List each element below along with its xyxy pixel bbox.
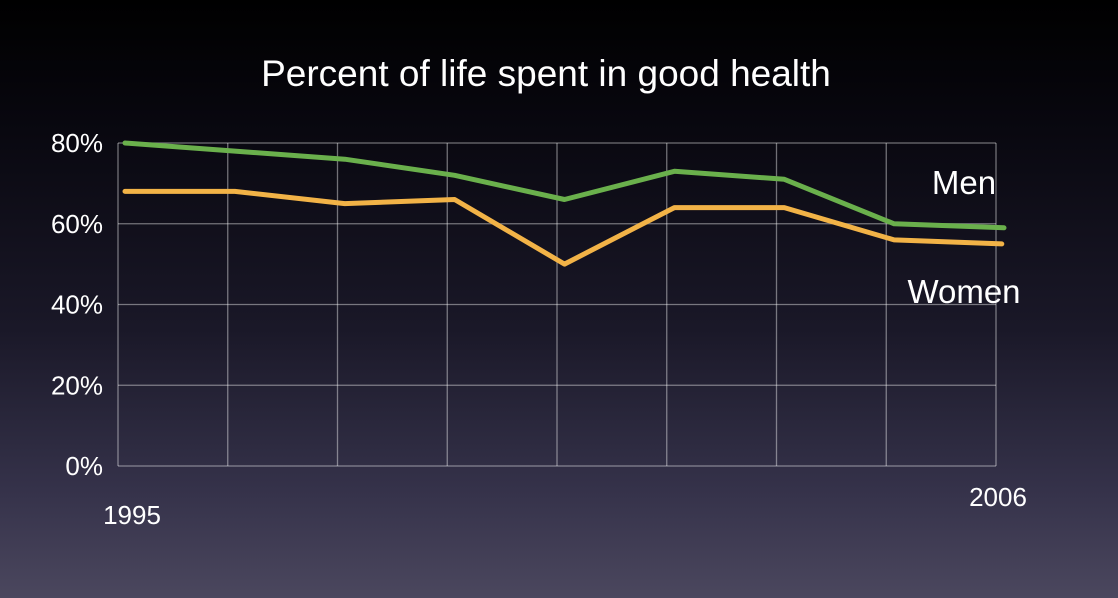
series-group: Men Women <box>122 140 1021 310</box>
y-tick-label: 40% <box>51 290 103 320</box>
series-line-men <box>122 140 1007 231</box>
x-axis: 1995 2006 <box>103 482 1027 530</box>
y-tick-label: 0% <box>65 451 103 481</box>
series-label-women: Women <box>907 273 1020 310</box>
series-label-men: Men <box>932 164 996 201</box>
y-axis: 0% 20% 40% 60% 80% <box>51 128 103 481</box>
series-line-women <box>122 188 1005 267</box>
x-tick-label-start: 1995 <box>103 500 161 530</box>
grid <box>117 142 997 467</box>
x-tick-label-end: 2006 <box>969 482 1027 512</box>
y-tick-label: 60% <box>51 209 103 239</box>
y-tick-label: 80% <box>51 128 103 158</box>
y-tick-label: 20% <box>51 370 103 400</box>
chart-title: Percent of life spent in good health <box>261 53 831 94</box>
